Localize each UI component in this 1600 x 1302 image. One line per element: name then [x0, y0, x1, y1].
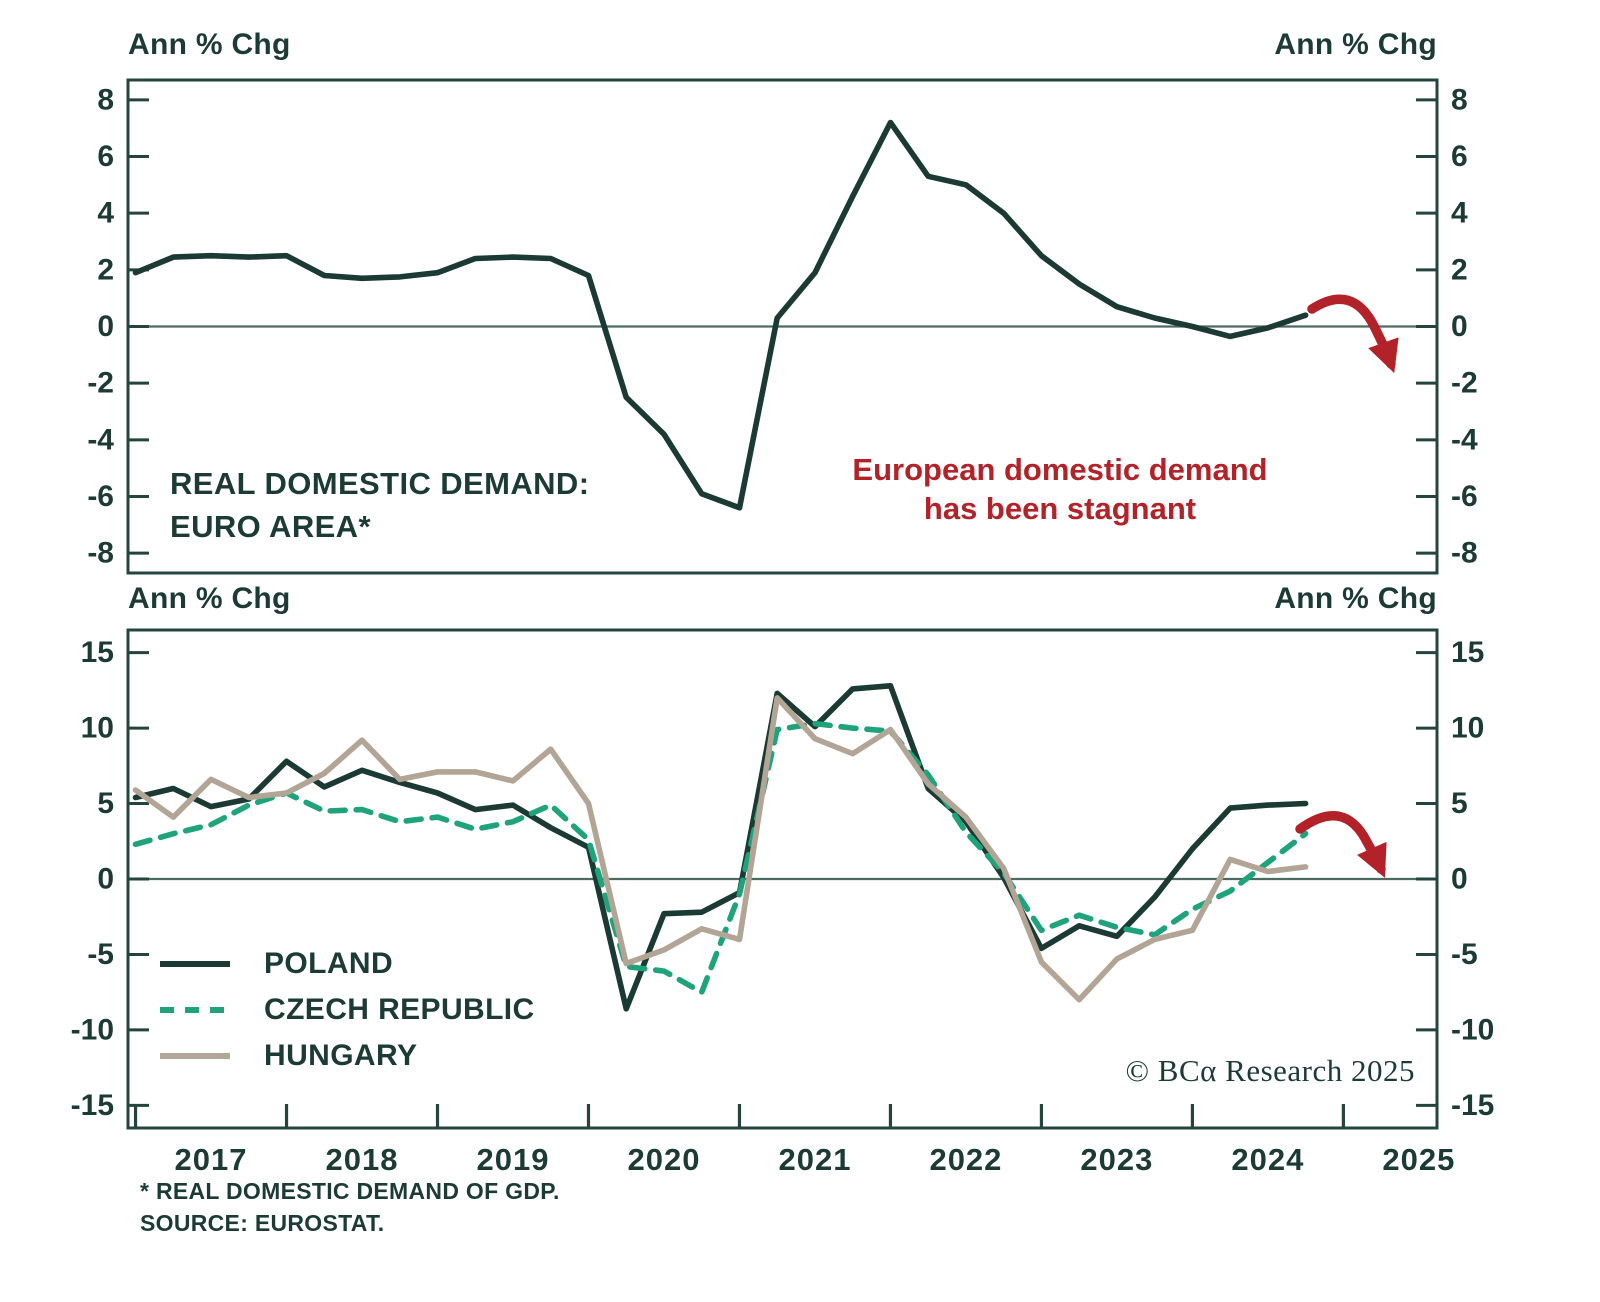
y-tick-label-left: 0 [97, 310, 114, 343]
legend-label-poland: POLAND [264, 947, 394, 980]
x-axis-year-label: 2020 [627, 1142, 700, 1177]
y-tick-label-left: -5 [87, 938, 114, 971]
trend-down-arrow [1295, 810, 1387, 878]
x-axis-year-label: 2019 [477, 1142, 550, 1177]
y-tick-label-left: -10 [71, 1013, 114, 1046]
legend-item-hungary: HUNGARY [160, 1033, 535, 1079]
y-tick-label-right: -15 [1451, 1089, 1494, 1122]
x-axis-year-label: 2018 [326, 1142, 399, 1177]
x-axis-year-label: 2021 [778, 1142, 851, 1177]
x-axis-year-label: 2025 [1382, 1142, 1455, 1177]
y-tick-label-right: 10 [1451, 712, 1484, 745]
x-axis-year-label: 2017 [175, 1142, 248, 1177]
panel-bottom: 15 15 10 10 5 5 0 0 -5 -5 -10 -10 -15 -15 2017 2018 2019… [71, 628, 1494, 1177]
y-tick-label-right: 5 [1451, 787, 1468, 820]
y-tick-label-right: 0 [1451, 863, 1468, 896]
y-tick-label-right: 15 [1451, 636, 1484, 669]
y-axis-header-top-right: Ann % Chg [1274, 28, 1437, 61]
top-chart-title-line2: EURO AREA* [170, 509, 371, 544]
annotation-stagnant-demand: European domestic demand has been stagna… [845, 450, 1275, 528]
y-axis-header-bottom-right: Ann % Chg [1274, 582, 1437, 615]
footnote-line2: SOURCE: EUROSTAT. [140, 1210, 385, 1236]
legend-sample-hungary-line [160, 1053, 230, 1059]
y-tick-label-right: 4 [1451, 197, 1468, 230]
y-tick-label-left: -8 [87, 537, 114, 570]
y-tick-label-right: -6 [1451, 480, 1478, 513]
y-tick-label-left: 5 [97, 787, 114, 820]
y-axis-header-top-left: Ann % Chg [128, 28, 291, 61]
x-axis-year-label: 2022 [929, 1142, 1002, 1177]
panel-border [126, 628, 1439, 1130]
y-tick-label-right: -5 [1451, 938, 1478, 971]
panel-top: 8 8 6 6 4 4 2 2 0 0 -2 -2 -4 -4 -6 -6 -8 -8 [87, 78, 1478, 575]
y-tick-label-right: -10 [1451, 1013, 1494, 1046]
y-tick-label-left: -6 [87, 480, 114, 513]
y-tick-label-left: 10 [81, 712, 114, 745]
y-tick-label-left: -15 [71, 1089, 114, 1122]
y-axis-header-bottom-left: Ann % Chg [128, 582, 291, 615]
legend-item-poland: POLAND [160, 941, 535, 987]
y-tick-label-left: 6 [97, 140, 114, 173]
footnote: * REAL DOMESTIC DEMAND OF GDP. SOURCE: E… [140, 1175, 560, 1239]
y-tick-label-left: 8 [97, 83, 114, 116]
chart-panels: 8 8 6 6 4 4 2 2 0 0 -2 -2 -4 -4 -6 -6 -8 -8 15 15 10 10 5 5 0 0 -5… [71, 78, 1494, 1177]
legend-item-czech-republic: CZECH REPUBLIC [160, 987, 535, 1033]
y-tick-label-right: -8 [1451, 537, 1478, 570]
legend-label-czech-republic: CZECH REPUBLIC [264, 993, 535, 1026]
x-axis-year-label: 2024 [1231, 1142, 1304, 1177]
y-tick-label-right: -2 [1451, 367, 1478, 400]
legend-sample-czech-dashed-line [160, 1007, 230, 1013]
y-tick-label-right: 6 [1451, 140, 1468, 173]
legend: POLAND CZECH REPUBLIC HUNGARY [160, 941, 535, 1079]
panel-border [126, 78, 1439, 575]
legend-sample-poland-line [160, 961, 230, 967]
annotation-line2: has been stagnant [923, 491, 1197, 526]
series-czech-republic-line [132, 720, 1309, 996]
footnote-line1: * REAL DOMESTIC DEMAND OF GDP. [140, 1178, 560, 1204]
copyright: © BCα Research 2025 [1125, 1053, 1415, 1088]
series-euro-area-line [132, 119, 1309, 511]
trend-down-arrow [1307, 294, 1399, 374]
annotation-line1: European domestic demand [852, 452, 1268, 487]
x-axis-year-label: 2023 [1080, 1142, 1153, 1177]
legend-label-hungary: HUNGARY [264, 1039, 418, 1072]
y-tick-label-left: 0 [97, 863, 114, 896]
y-tick-label-left: 4 [97, 197, 114, 230]
y-tick-label-left: 15 [81, 636, 114, 669]
y-tick-label-right: 2 [1451, 253, 1468, 286]
y-tick-label-right: 0 [1451, 310, 1468, 343]
top-chart-title: REAL DOMESTIC DEMAND: EURO AREA* [170, 462, 589, 548]
y-tick-label-right: -4 [1451, 423, 1478, 456]
y-tick-label-right: 8 [1451, 83, 1468, 116]
y-tick-label-left: 2 [97, 253, 114, 286]
y-tick-label-left: -4 [87, 423, 114, 456]
series-poland-line [132, 682, 1309, 1012]
top-chart-title-line1: REAL DOMESTIC DEMAND: [170, 466, 590, 501]
series-hungary-line [132, 695, 1309, 1003]
y-tick-label-left: -2 [87, 367, 114, 400]
